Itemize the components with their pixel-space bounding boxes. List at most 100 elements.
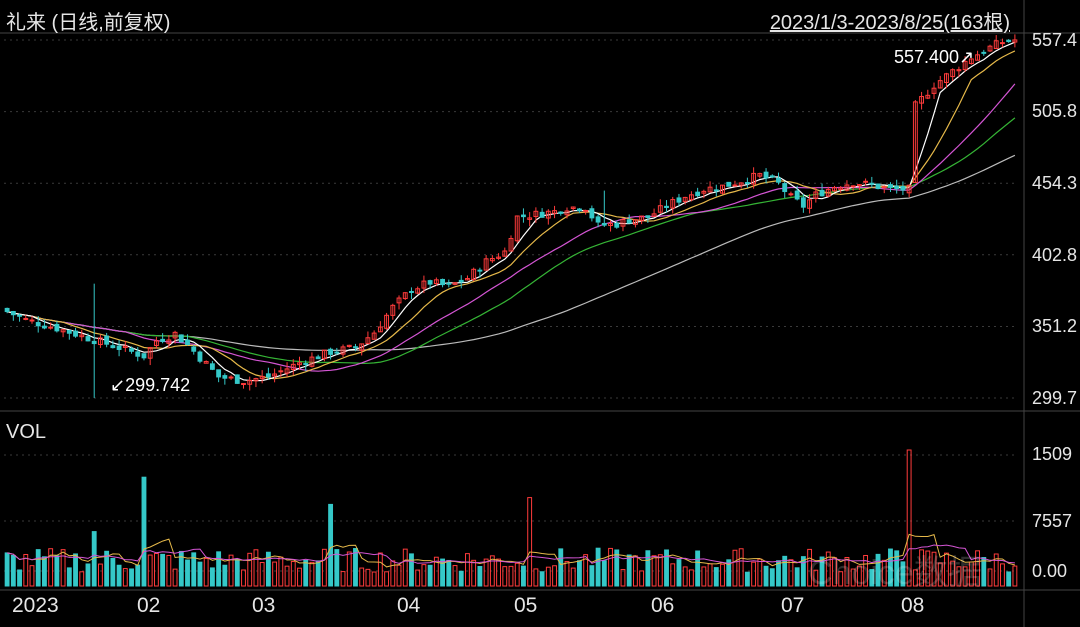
candle-body <box>1012 39 1018 43</box>
candle-body <box>514 215 520 242</box>
volume-bar <box>321 548 327 587</box>
volume-bar <box>265 551 271 587</box>
volume-bar <box>713 567 719 587</box>
candle-body <box>178 334 184 343</box>
volume-bar <box>42 556 47 587</box>
candle-body <box>670 199 676 209</box>
arrow-icon: ↗ <box>959 47 975 67</box>
x-label-feb: 02 <box>137 594 161 617</box>
volume-bar <box>390 560 396 587</box>
volume-tick-3: 0.00 <box>1032 561 1068 581</box>
volume-bar <box>545 566 551 587</box>
candle-body <box>738 182 744 186</box>
candle-body <box>632 219 638 225</box>
candle-body <box>894 185 900 190</box>
volume-bar <box>925 550 931 587</box>
candle-body <box>85 336 91 342</box>
price-tick-6: 299.7 <box>1032 388 1078 408</box>
candle-body <box>875 183 881 190</box>
candle-body <box>259 375 265 380</box>
volume-bar <box>720 563 725 587</box>
volume-bar <box>272 561 278 587</box>
volume-bar <box>670 563 676 587</box>
volume-bar <box>539 571 545 587</box>
volume-bar <box>782 555 788 587</box>
volume-bar <box>1000 563 1005 587</box>
candle-body <box>695 191 701 197</box>
candle-body <box>937 80 943 89</box>
candle-body <box>228 376 234 379</box>
volume-bar <box>881 559 887 587</box>
volume-bar <box>676 559 682 587</box>
candle-body <box>726 181 732 187</box>
volume-bar <box>900 561 906 587</box>
candle-body <box>97 337 103 346</box>
volume-bar <box>589 565 595 587</box>
volume-bar <box>682 566 688 587</box>
volume-bar <box>60 549 66 587</box>
volume-bar <box>191 552 197 587</box>
price-tick-3: 454.3 <box>1032 173 1078 193</box>
candle-body <box>863 180 869 183</box>
volume-bar <box>185 559 190 587</box>
candle-body <box>241 383 246 386</box>
candle-body <box>371 332 377 340</box>
volume-bar <box>496 558 501 587</box>
x-label-may: 05 <box>514 594 538 617</box>
volume-bar <box>284 565 290 587</box>
candle-body <box>776 177 781 183</box>
candle-body <box>645 215 651 218</box>
candle-body <box>732 184 738 187</box>
candle-body <box>290 363 296 371</box>
candle-body <box>825 188 831 197</box>
volume-ma5-line <box>6 533 1016 568</box>
volume-bar <box>346 551 352 587</box>
volume-bar <box>427 564 433 587</box>
high-value: 557.400 <box>894 47 960 67</box>
candle-body <box>384 314 390 329</box>
date-range[interactable]: 2023/1/3-2023/8/25(163根) <box>769 12 1010 34</box>
candle-body <box>303 363 309 366</box>
candle-body <box>838 187 844 190</box>
volume-bar <box>465 553 470 587</box>
volume-bar <box>166 554 172 587</box>
candle-body <box>458 279 464 283</box>
volume-bar <box>763 565 769 587</box>
volume-bar <box>639 570 645 587</box>
candle-body <box>315 356 321 360</box>
volume-bar <box>79 571 85 587</box>
volume-bar <box>234 558 240 587</box>
candle-body <box>788 193 794 196</box>
volume-bar <box>73 553 78 587</box>
x-label-year: 2023 <box>12 594 59 617</box>
volume-bar <box>172 568 178 587</box>
candle-body <box>265 373 271 378</box>
candle-body <box>713 189 719 192</box>
candle-body <box>589 208 595 219</box>
candle-body <box>869 182 875 185</box>
candle-body <box>583 209 589 213</box>
candle-body <box>17 314 22 317</box>
volume-bar <box>290 561 296 587</box>
volume-bar <box>440 558 445 587</box>
volume-bar <box>564 561 570 587</box>
volume-bar <box>601 560 607 587</box>
candle-body <box>440 278 445 286</box>
volume-bar <box>303 559 309 587</box>
volume-bar <box>558 548 564 587</box>
volume-bar <box>471 559 477 587</box>
candle-body <box>987 45 993 52</box>
volume-bar <box>247 552 253 587</box>
candle-body <box>564 210 570 216</box>
price-tick-5: 351.2 <box>1032 316 1078 336</box>
candle-body <box>209 363 215 370</box>
candle-body <box>614 222 620 228</box>
price-tick-1: 557.4 <box>1032 30 1078 50</box>
candle-body <box>950 69 956 78</box>
volume-bar <box>384 571 390 587</box>
volume-bar <box>433 556 439 587</box>
volume-bar <box>377 552 383 587</box>
low-value: 299.742 <box>125 375 191 395</box>
candle-body <box>720 184 725 194</box>
candle-body <box>888 184 893 188</box>
